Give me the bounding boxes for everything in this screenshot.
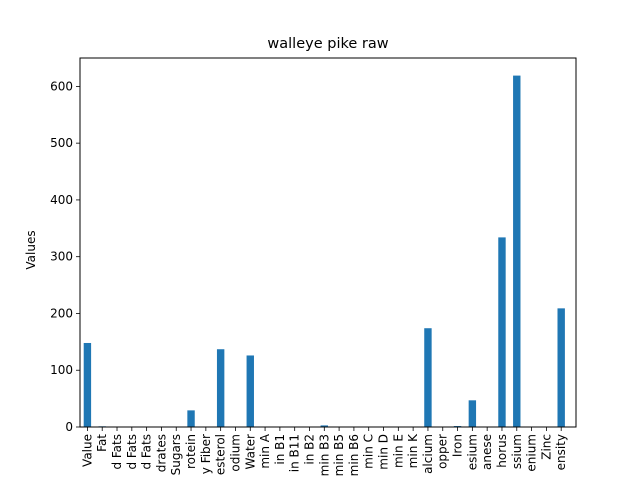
x-tick-label: Fat (95, 434, 109, 452)
x-tick-label: min C (362, 434, 376, 469)
x-tick-label: Sugars (169, 434, 183, 475)
x-tick-label: odium (228, 434, 242, 472)
x-tick-label: enium (525, 434, 539, 472)
x-tick-label: ssium (510, 434, 524, 469)
x-tick-label: Value (80, 434, 94, 467)
y-tick-label: 400 (50, 193, 73, 207)
y-tick-label: 500 (50, 136, 73, 150)
x-tick-label: min B6 (347, 434, 361, 476)
bar (468, 400, 477, 427)
bar (83, 342, 92, 427)
bar (513, 75, 521, 428)
x-tick-label: min B3 (317, 434, 331, 476)
x-tick-label: min E (391, 434, 405, 468)
x-tick-label: in B1 (273, 434, 287, 465)
x-tick-label: d Fats (140, 434, 154, 470)
bars-group (83, 75, 565, 428)
x-tick-label: opper (436, 434, 450, 469)
y-axis-label: Values (24, 230, 38, 269)
x-axis-ticks: Value Fat d Fats d Fats d Fats drates Sugars ro… (80, 427, 568, 476)
y-tick-label: 0 (65, 420, 73, 434)
bar (498, 237, 506, 427)
x-tick-label: esterol (214, 434, 228, 475)
chart-title: walleye pike raw (267, 36, 388, 52)
x-tick-label: d Fats (110, 434, 124, 470)
y-tick-label: 600 (50, 79, 73, 93)
y-tick-label: 300 (50, 250, 73, 264)
x-tick-label: ensity (554, 434, 568, 470)
x-tick-label: min D (377, 434, 391, 470)
x-tick-label: in B2 (302, 434, 316, 465)
bar (187, 410, 195, 427)
x-tick-label: d Fats (125, 434, 139, 470)
x-tick-label: anese (480, 434, 494, 470)
x-tick-label: rotein (184, 434, 198, 469)
x-tick-label: alcium (421, 434, 435, 474)
x-tick-label: min A (258, 433, 272, 468)
x-tick-label: in B11 (288, 434, 302, 472)
plot-area-frame (79, 57, 577, 428)
bar (557, 308, 565, 427)
y-axis-ticks: 0 100 200 300 400 500 600 (50, 79, 80, 434)
y-tick-label: 200 (50, 306, 73, 320)
x-tick-label: min B5 (332, 434, 346, 476)
bar (216, 349, 225, 427)
x-tick-label: Iron (451, 434, 465, 457)
bar (246, 355, 254, 427)
x-tick-label: min K (406, 433, 420, 468)
bar (424, 328, 432, 427)
x-tick-label: Zinc (539, 434, 553, 460)
x-tick-label: esium (465, 434, 479, 470)
x-tick-label: y Fiber (199, 434, 213, 474)
y-tick-label: 100 (50, 363, 73, 377)
x-tick-label: Water (243, 434, 257, 470)
x-tick-label: drates (154, 434, 168, 472)
bar (320, 425, 328, 427)
x-tick-label: horus (495, 434, 509, 468)
